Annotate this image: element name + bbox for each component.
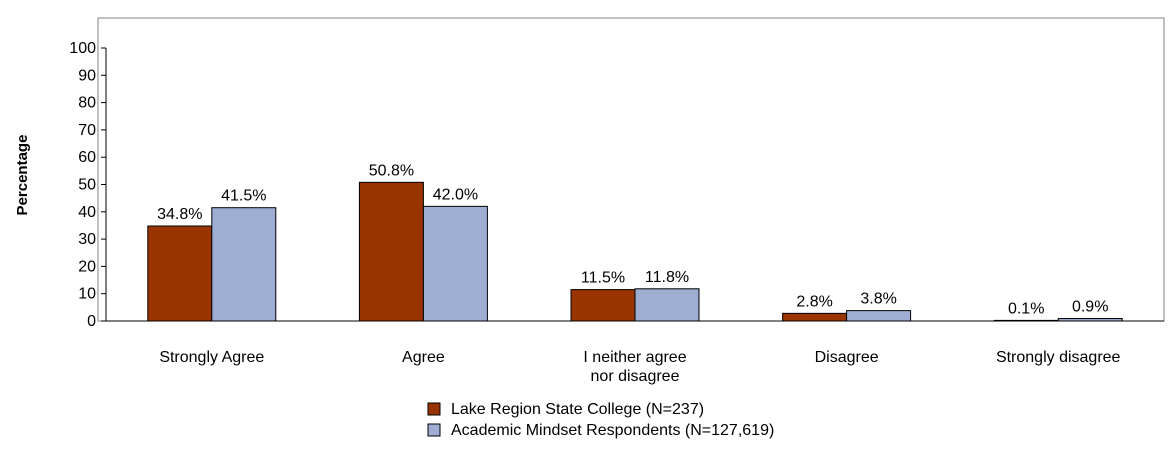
legend-swatch (427, 423, 441, 437)
bar-academic-mindset (846, 310, 912, 322)
bar-academic-mindset (1057, 318, 1123, 322)
data-labels: 34.8% 41.5% 50.8% 42.0% 11.5% 11.8% 2.8% 3.8% 0.… (157, 162, 1108, 317)
data-label: 34.8% (157, 206, 202, 223)
category-label: nor disagree (591, 368, 680, 385)
data-label: 3.8% (860, 291, 896, 308)
y-tick-label: 40 (78, 204, 96, 221)
y-tick-label: 60 (78, 149, 96, 166)
bar-lake-region (147, 225, 213, 322)
bars (147, 181, 1123, 322)
data-label: 50.8% (369, 162, 414, 179)
y-tick-label: 100 (69, 40, 96, 57)
legend-swatch (427, 402, 441, 416)
category-label: I neither agree (583, 349, 686, 366)
bar-academic-mindset (422, 205, 488, 322)
bar-academic-mindset (634, 288, 700, 322)
data-label: 11.8% (645, 269, 689, 286)
y-tick-label: 10 (78, 286, 96, 303)
data-label: 41.5% (221, 188, 266, 205)
y-axis-title: Percentage (14, 135, 31, 216)
y-tick-label: 30 (78, 231, 96, 248)
legend: Lake Region State College (N=237) Academi… (427, 401, 774, 439)
y-tick-label: 0 (87, 313, 96, 330)
y-tick-label: 80 (78, 95, 96, 112)
category-label: Strongly disagree (996, 349, 1121, 366)
y-tick-label: 90 (78, 67, 96, 84)
data-label: 0.1% (1008, 300, 1044, 317)
y-tick-label: 50 (78, 177, 96, 194)
bar-lake-region (782, 312, 848, 322)
data-label: 42.0% (433, 186, 478, 203)
data-label: 11.5% (581, 270, 625, 287)
legend-label: Lake Region State College (N=237) (451, 401, 704, 418)
category-labels: Strongly Agree Agree I neither agree nor di… (159, 349, 1120, 385)
data-label: 0.9% (1072, 299, 1108, 316)
bar-lake-region (993, 319, 1059, 322)
bar-academic-mindset (211, 207, 277, 322)
bar-lake-region (570, 289, 636, 322)
category-label: Strongly Agree (159, 349, 264, 366)
y-tick-label: 20 (78, 258, 96, 275)
y-tick-label: 70 (78, 122, 96, 139)
legend-label: Academic Mindset Respondents (N=127,619) (451, 422, 774, 439)
bar-lake-region (358, 181, 424, 322)
category-label: Agree (402, 349, 445, 366)
category-label: Disagree (815, 349, 879, 366)
y-axis-ticks: 0 10 20 30 40 50 60 70 80 90 100 (69, 40, 106, 330)
data-label: 2.8% (796, 293, 832, 310)
